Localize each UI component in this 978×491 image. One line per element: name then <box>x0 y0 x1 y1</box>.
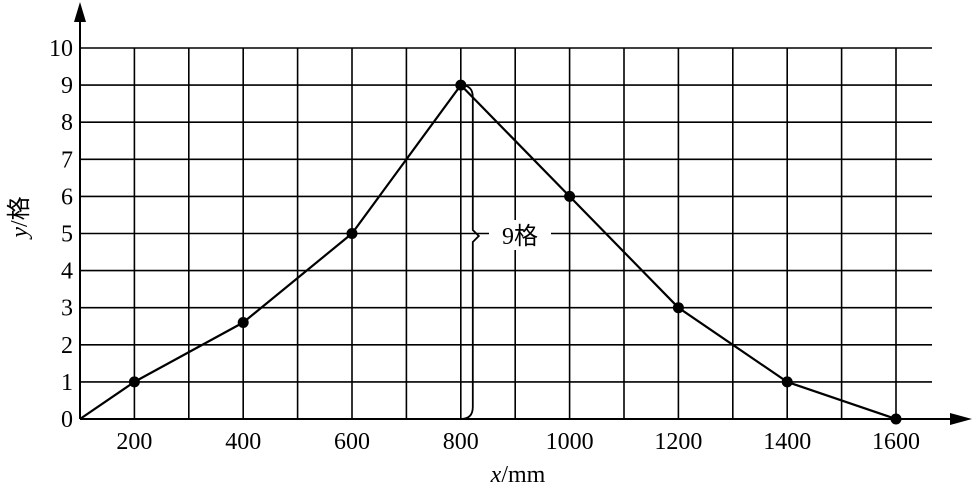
x-tick-label: 400 <box>225 429 261 455</box>
y-tick-label: 5 <box>61 222 73 248</box>
y-axis-label: y/格 <box>6 196 33 239</box>
x-axis-label-var: x <box>490 462 502 488</box>
y-tick-label: 7 <box>61 147 73 173</box>
x-tick-label: 1200 <box>654 429 702 455</box>
data-point <box>890 413 902 425</box>
annotation-background <box>489 220 551 250</box>
y-tick-label: 10 <box>49 36 73 62</box>
x-axis-arrow <box>950 413 972 425</box>
y-tick-labels: 0 1 2 3 4 5 6 7 8 9 10 <box>49 36 73 433</box>
x-tick-label: 200 <box>116 429 152 455</box>
annotation-brace <box>460 84 481 420</box>
data-point <box>237 317 249 329</box>
data-point <box>455 79 467 91</box>
y-tick-label: 3 <box>61 296 73 322</box>
series-line <box>79 84 897 421</box>
x-tick-label: 1600 <box>872 429 920 455</box>
x-tick-label: 1400 <box>763 429 811 455</box>
x-tick-label: 600 <box>334 429 370 455</box>
x-axis-label: x/mm <box>490 462 546 488</box>
data-point <box>781 376 793 388</box>
y-tick-label: 1 <box>61 370 73 396</box>
x-tick-label: 1000 <box>546 429 594 455</box>
y-axis-label-unit: /格 <box>6 196 33 227</box>
y-axis-arrow <box>74 2 86 22</box>
y-tick-label: 9 <box>61 73 73 99</box>
annotation-label: 9格 <box>502 223 538 250</box>
x-tick-label: 800 <box>443 429 479 455</box>
y-tick-label: 4 <box>61 259 73 285</box>
data-points <box>128 79 902 425</box>
data-point <box>564 190 576 202</box>
y-tick-label: 8 <box>61 110 73 136</box>
y-tick-label: 2 <box>61 333 73 359</box>
data-point <box>672 302 684 314</box>
x-axis-label-unit: /mm <box>501 462 545 488</box>
y-axis-label-var: y <box>7 227 33 240</box>
data-point <box>128 376 140 388</box>
y-tick-label: 6 <box>61 184 73 210</box>
data-point <box>346 228 358 239</box>
x-tick-labels: 200 400 600 800 1000 1200 1400 1600 <box>116 429 920 455</box>
y-tick-label: 0 <box>61 407 73 433</box>
annotation: 9格 <box>460 84 551 420</box>
axes <box>74 2 972 425</box>
